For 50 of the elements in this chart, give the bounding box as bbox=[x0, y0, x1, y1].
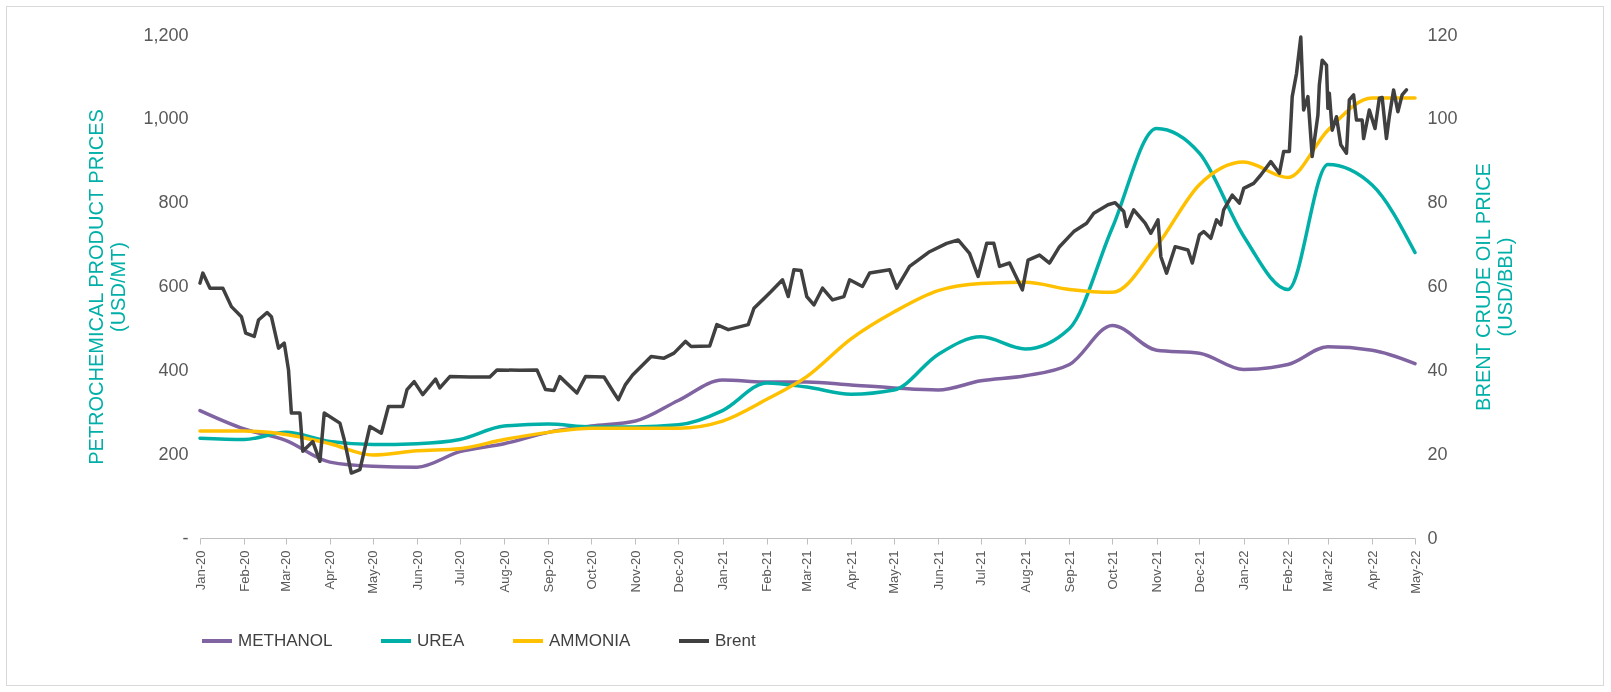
x-tick-label: Oct-20 bbox=[583, 550, 599, 590]
x-tick-label: Mar-22 bbox=[1320, 550, 1336, 592]
legend-label: METHANOL bbox=[238, 631, 333, 650]
y-tick-label: 600 bbox=[158, 276, 189, 296]
x-tick-label: Feb-21 bbox=[759, 550, 775, 592]
x-tick-label: Apr-22 bbox=[1364, 550, 1380, 590]
x-tick-label: Jan-20 bbox=[192, 550, 208, 591]
x-tick-label: May-21 bbox=[886, 550, 902, 594]
y-tick-label: 400 bbox=[158, 359, 189, 380]
x-tick-label: Mar-20 bbox=[278, 550, 294, 592]
y2-tick-label: 120 bbox=[1427, 24, 1458, 45]
y2-tick-label: 20 bbox=[1427, 443, 1448, 464]
legend-label: AMMONIA bbox=[549, 631, 631, 650]
x-tick-label: Jun-21 bbox=[930, 550, 946, 591]
x-tick-label: Sep-20 bbox=[540, 550, 556, 593]
x-tick-label: Mar-21 bbox=[799, 550, 815, 592]
y-tick-label: 800 bbox=[158, 192, 189, 213]
x-tick-label: Feb-22 bbox=[1280, 550, 1296, 592]
x-tick-label: Feb-20 bbox=[236, 550, 252, 592]
y-tick-label: - bbox=[182, 527, 189, 548]
x-tick-label: Oct-21 bbox=[1104, 550, 1120, 590]
y2-tick-label: 100 bbox=[1427, 108, 1458, 129]
x-tick-label: Nov-20 bbox=[627, 550, 643, 593]
x-tick-label: Dec-20 bbox=[670, 550, 686, 593]
x-tick-label: Jul-21 bbox=[973, 550, 989, 586]
x-tick-label: Jun-20 bbox=[409, 550, 425, 591]
y-tick-label: 1,200 bbox=[143, 24, 189, 45]
y-tick-label: 1,000 bbox=[143, 108, 189, 129]
x-tick-label: Apr-21 bbox=[843, 550, 859, 590]
y-tick-label: 200 bbox=[158, 443, 189, 464]
y2-tick-label: 80 bbox=[1427, 192, 1448, 213]
legend-label: Brent bbox=[715, 631, 756, 650]
x-tick-label: Nov-21 bbox=[1149, 550, 1165, 593]
x-tick-label: Jan-22 bbox=[1236, 550, 1252, 591]
x-tick-label: Aug-20 bbox=[496, 550, 512, 593]
x-tick-label: Aug-21 bbox=[1017, 550, 1033, 593]
x-tick-label: May-22 bbox=[1407, 550, 1423, 594]
x-tick-label: Dec-21 bbox=[1191, 550, 1207, 593]
x-tick-label: May-20 bbox=[365, 550, 381, 594]
y2-axis-title: BRENT CRUDE OIL PRICE (USD/BBL) bbox=[1471, 163, 1516, 411]
x-tick-label: Sep-21 bbox=[1061, 550, 1077, 593]
x-tick-label: Apr-20 bbox=[322, 550, 338, 590]
y2-tick-label: 60 bbox=[1427, 276, 1448, 296]
y-axis-title: PETROCHEMICAL PRODUCT PRICES (USD/MT) bbox=[85, 109, 130, 465]
legend-label: UREA bbox=[417, 631, 465, 650]
x-tick-label: Jul-20 bbox=[452, 550, 468, 586]
x-tick-label: Jan-21 bbox=[715, 550, 731, 591]
y2-tick-label: 40 bbox=[1427, 359, 1448, 380]
y2-tick-label: 0 bbox=[1427, 527, 1438, 548]
line-series bbox=[198, 35, 1409, 475]
